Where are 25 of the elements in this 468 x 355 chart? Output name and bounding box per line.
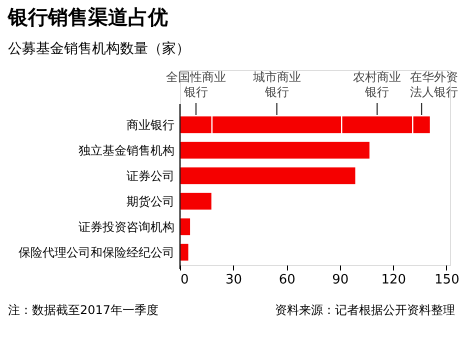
text: 全国性商业银行 — [166, 70, 226, 99]
chart-subtitle: 公募基金销售机构数量（家） — [8, 41, 190, 57]
y-tick-label: 保险代理公司和保险经纪公司 — [18, 245, 174, 260]
x-tick-label: 120 — [381, 272, 406, 288]
text: 城市商业银行 — [252, 70, 301, 99]
y-tick-label: 证券投资咨询机构 — [78, 220, 174, 234]
bar — [179, 217, 192, 236]
y-tick-label: 独立基金销售机构 — [78, 143, 174, 158]
y-tick-label: 期货公司 — [126, 194, 174, 208]
text: 注：数据截至2017年一季度 — [8, 303, 159, 317]
text: 农村商业银行 — [353, 70, 402, 99]
x-tick-label: 30 — [226, 272, 242, 288]
x-tick-label: 150 — [434, 272, 460, 288]
x-tick-label: 90 — [332, 272, 349, 288]
bar — [179, 140, 371, 160]
y-tick-label: 商业银行 — [126, 118, 174, 132]
x-tick-label: 60 — [278, 272, 296, 288]
chart-title: 银行销售渠道占优 — [7, 5, 168, 29]
text: 资料来源：记者根据公开资料整理 — [275, 303, 455, 317]
text: 在华外资法人银行 — [410, 70, 458, 99]
bar — [179, 166, 356, 186]
y-tick-label: 证券公司 — [126, 168, 174, 183]
bar — [179, 242, 190, 262]
bar — [179, 192, 213, 211]
x-tick-label: 0 — [180, 272, 189, 288]
